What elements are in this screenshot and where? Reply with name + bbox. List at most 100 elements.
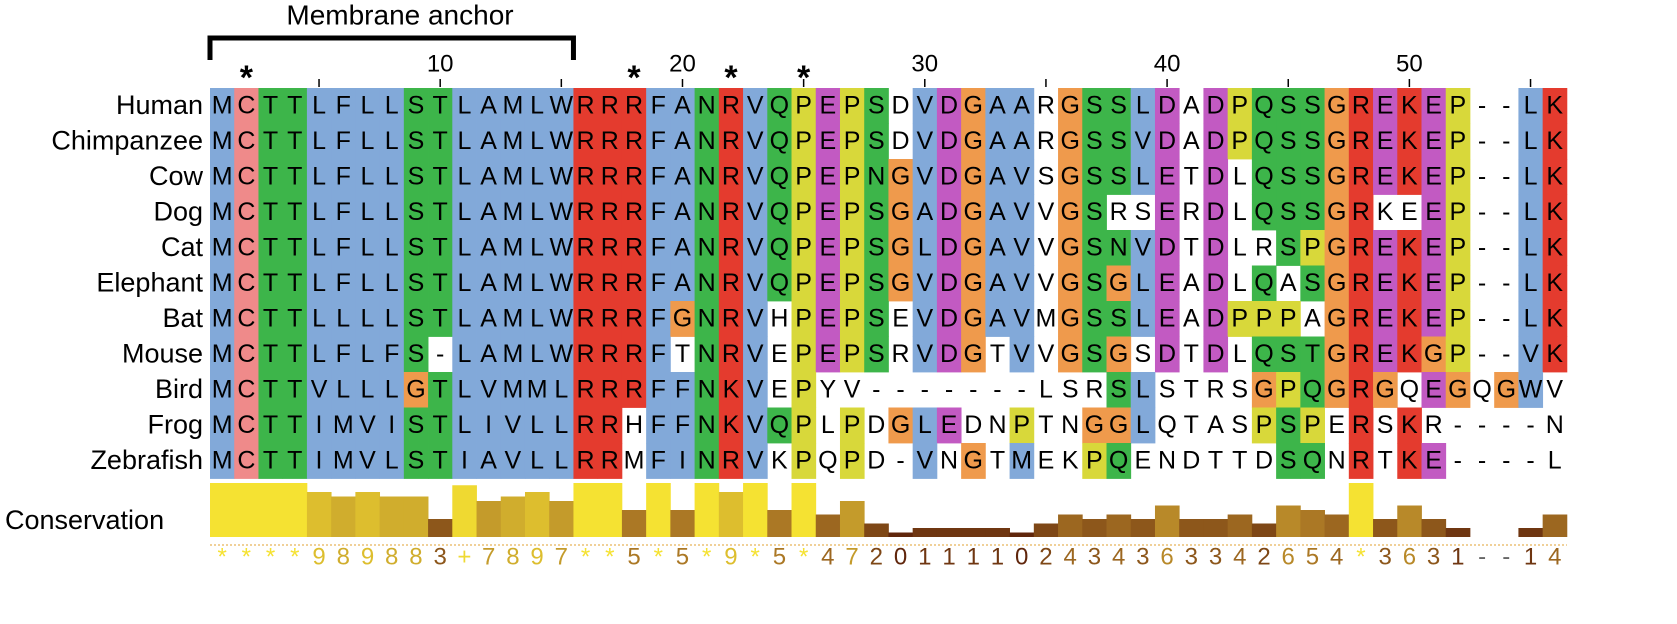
residue: F [336, 198, 351, 226]
residue: Q [770, 269, 789, 297]
residue: R [1352, 304, 1370, 332]
residue-cell [306, 443, 332, 479]
residue: E [1425, 304, 1442, 332]
residue: F [651, 411, 666, 439]
conservation-score: 6 [1282, 543, 1295, 570]
residue-cell [767, 159, 792, 195]
residue-cell [1542, 194, 1568, 231]
residue-cell [258, 301, 284, 337]
residue: L [918, 233, 932, 261]
residue-cell [1445, 372, 1471, 408]
residue: C [237, 162, 255, 190]
conservation-bar [670, 510, 695, 537]
residue: L [1524, 233, 1538, 261]
residue-cell [1373, 265, 1398, 302]
residue-cell [743, 88, 768, 124]
residue: C [237, 198, 255, 226]
residue: A [989, 304, 1006, 332]
residue: D [1207, 233, 1225, 261]
residue: P [1256, 304, 1273, 332]
residue: E [820, 233, 837, 261]
conservation-score: 0 [894, 543, 907, 570]
residue-cell [1154, 230, 1180, 266]
residue: L [821, 411, 835, 439]
residue-cell [234, 443, 259, 479]
residue-cell [1494, 372, 1519, 408]
residue-cell [282, 372, 308, 408]
residue: L [530, 233, 544, 261]
residue: T [287, 233, 302, 261]
residue: P [844, 91, 861, 119]
conservation-bar [258, 483, 284, 537]
residue-cell [1276, 407, 1301, 444]
residue-cell [1009, 301, 1035, 337]
residue: N [1328, 446, 1346, 474]
residue: K [1401, 411, 1418, 439]
residue-cell [1082, 336, 1107, 373]
residue: S [1304, 127, 1321, 155]
residue: - [872, 375, 880, 403]
residue: R [722, 446, 740, 474]
residue: T [287, 162, 302, 190]
conservation-score: 9 [312, 543, 325, 570]
conservation-score: 3 [1185, 543, 1198, 570]
residue: V [747, 233, 764, 261]
conservation-bar [1300, 510, 1325, 537]
residue: Q [1254, 162, 1273, 190]
conservation-score: * [581, 543, 590, 570]
conservation-score: 8 [337, 543, 350, 570]
residue: R [601, 269, 619, 297]
conservation-score: * [799, 543, 808, 570]
residue: G [1497, 375, 1516, 403]
residue: I [679, 446, 686, 474]
residue-cell [258, 230, 284, 266]
residue: A [1304, 304, 1321, 332]
residue-cell [767, 88, 792, 124]
residue: R [1255, 233, 1273, 261]
residue: A [1013, 127, 1030, 155]
residue: R [577, 198, 595, 226]
residue-cell [379, 443, 405, 479]
residue: D [1158, 91, 1176, 119]
residue: Q [1254, 198, 1273, 226]
residue: S [408, 233, 425, 261]
residue: F [336, 233, 351, 261]
residue-cell [767, 230, 792, 266]
residue: L [385, 198, 399, 226]
conservation-score: 3 [1136, 543, 1149, 570]
residue: S [408, 269, 425, 297]
residue: T [263, 375, 278, 403]
residue-cell [1203, 301, 1229, 337]
residue: T [287, 269, 302, 297]
residue: A [674, 91, 691, 119]
residue: G [891, 411, 910, 439]
residue-cell [1324, 301, 1350, 337]
residue: V [1013, 233, 1030, 261]
residue-cell [331, 301, 356, 337]
sequence-name: Bat [162, 303, 203, 333]
residue: V [1522, 340, 1539, 368]
residue-cell [1106, 159, 1132, 195]
residue-cell [961, 88, 986, 124]
residue: V [1038, 233, 1055, 261]
residue: L [312, 198, 326, 226]
conservation-bar [234, 483, 259, 537]
residue: A [1183, 127, 1200, 155]
residue: R [625, 233, 643, 261]
residue: G [406, 375, 425, 403]
residue-cell [791, 443, 817, 479]
residue: M [502, 269, 523, 297]
residue: F [336, 127, 351, 155]
residue: - [1502, 162, 1510, 190]
residue-cell [210, 230, 235, 266]
residue: M [212, 446, 233, 474]
residue: F [336, 340, 351, 368]
residue: P [844, 446, 861, 474]
residue-cell [718, 194, 744, 231]
residue: G [964, 127, 983, 155]
residue: A [480, 446, 497, 474]
residue: S [1110, 162, 1127, 190]
residue: P [1450, 340, 1467, 368]
annotation-label: Membrane anchor [286, 0, 513, 30]
conservation-score: 1 [942, 543, 955, 570]
